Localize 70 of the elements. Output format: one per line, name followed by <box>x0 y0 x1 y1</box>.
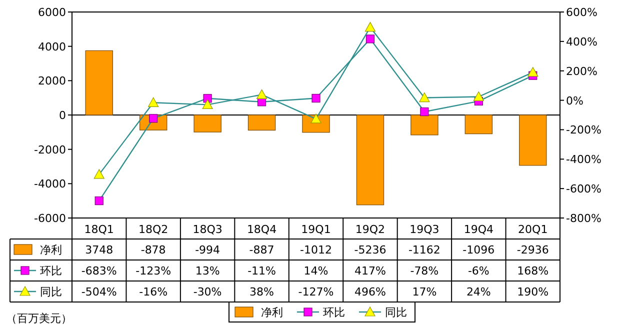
data-label: -123% <box>136 264 172 278</box>
data-label: -878 <box>140 244 166 256</box>
y-tick-label: -6000 <box>34 212 66 225</box>
data-label: -504% <box>81 286 117 298</box>
x-tick-label: 18Q4 <box>246 223 277 236</box>
y2-tick-label: 600% <box>566 6 598 19</box>
y-tick-label: 6000 <box>38 6 66 19</box>
data-label: 38% <box>250 286 274 298</box>
legend-label: 净利 <box>40 244 62 256</box>
data-label: 14% <box>304 264 328 278</box>
data-label: 13% <box>195 264 220 278</box>
x-tick-label: 18Q1 <box>84 223 114 236</box>
point <box>148 97 159 107</box>
data-label: -78% <box>410 264 439 278</box>
x-tick-label: 20Q1 <box>518 223 548 236</box>
text: 净利 <box>261 306 283 319</box>
x-tick-label: 19Q2 <box>355 223 386 236</box>
data-label: -2936 <box>516 244 549 256</box>
point <box>256 89 268 99</box>
y2-tick-label: -600% <box>566 182 602 196</box>
point <box>420 107 429 116</box>
x-tick-label: 19Q1 <box>301 223 331 236</box>
text: （百万美元） <box>6 312 72 325</box>
data-label: -6% <box>468 264 490 278</box>
point <box>419 92 430 102</box>
y2-tick-label: -800% <box>566 212 602 225</box>
data-label: -16% <box>139 286 168 298</box>
point <box>312 94 320 103</box>
data-label: -11% <box>248 264 276 278</box>
y-tick-label: -4000 <box>34 178 66 191</box>
legend-label: 同比 <box>40 286 62 298</box>
point <box>473 91 484 102</box>
data-label: -1162 <box>408 244 440 256</box>
data-label: -683% <box>81 264 117 278</box>
y-tick-label: 2000 <box>38 74 66 88</box>
y-tick-label: -2000 <box>34 143 66 156</box>
data-label: -994 <box>195 244 220 256</box>
x-tick-label: 18Q2 <box>138 223 168 236</box>
data-label: 24% <box>466 286 491 298</box>
y2-tick-label: -200% <box>566 124 602 137</box>
x-tick-label: 19Q3 <box>410 223 440 236</box>
y-tick-label: 4000 <box>38 40 66 54</box>
x-tick-label: 19Q4 <box>464 223 494 236</box>
x-tick-label: 18Q3 <box>192 223 222 236</box>
text: 环比 <box>323 306 345 319</box>
data-label: 17% <box>412 286 437 298</box>
data-label: 190% <box>517 286 549 298</box>
point <box>202 99 213 109</box>
data-label: -30% <box>193 286 222 298</box>
data-label: -887 <box>249 244 274 256</box>
data-label: -127% <box>298 286 334 298</box>
data-label: -5236 <box>354 244 386 256</box>
point <box>94 169 104 179</box>
legend-label: 环比 <box>40 264 62 278</box>
data-label: 496% <box>354 286 386 298</box>
point <box>366 34 375 44</box>
data-label: 417% <box>354 264 386 278</box>
y2-tick-label: 200% <box>566 64 598 78</box>
data-label: 3748 <box>85 244 114 256</box>
point <box>364 22 376 32</box>
point <box>528 67 538 77</box>
data-label: 168% <box>517 264 549 278</box>
text: 同比 <box>385 306 407 319</box>
y2-tick-label: 400% <box>566 35 598 48</box>
y2-tick-label: -400% <box>566 153 602 166</box>
y2-tick-label: 0% <box>566 94 584 108</box>
point <box>94 196 104 206</box>
y-tick-label: 0 <box>59 109 66 122</box>
data-label: -1096 <box>462 244 495 256</box>
data-label: -1012 <box>300 244 332 256</box>
